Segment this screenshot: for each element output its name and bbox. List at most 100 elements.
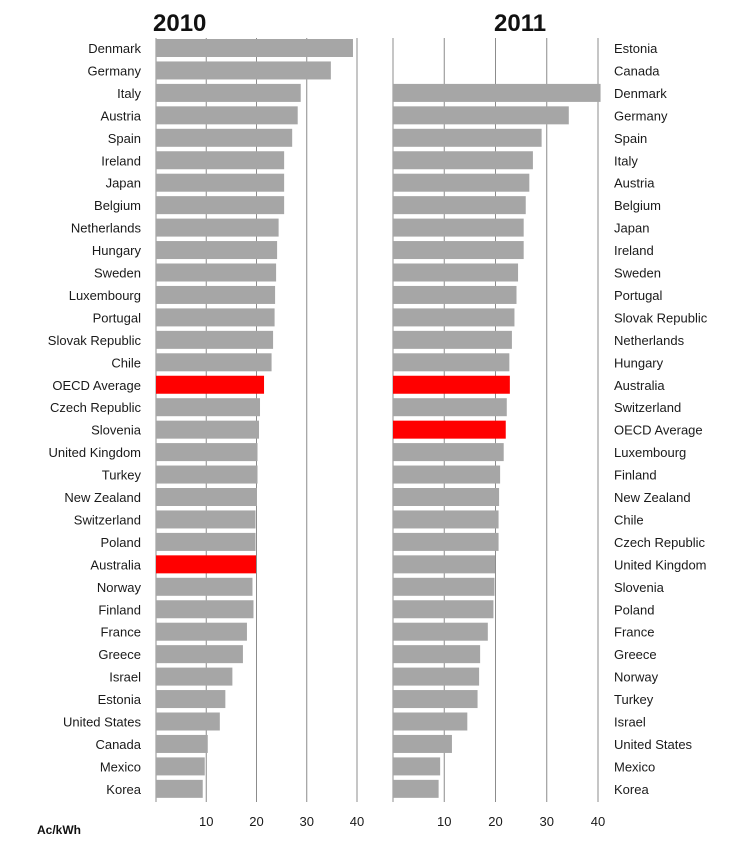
bar <box>156 353 272 372</box>
category-label: Slovak Republic <box>48 333 142 348</box>
bar <box>156 645 243 664</box>
category-label: Austria <box>614 176 655 191</box>
bar <box>393 667 480 686</box>
category-label: Czech Republic <box>614 535 706 550</box>
category-label: Ireland <box>614 243 654 258</box>
category-label: Switzerland <box>74 512 141 527</box>
bar <box>393 263 519 282</box>
x-tick-label: 40 <box>591 814 605 829</box>
x-tick-label: 20 <box>249 814 263 829</box>
bar <box>156 420 260 439</box>
x-tick-label: 30 <box>540 814 554 829</box>
bar <box>393 83 601 102</box>
category-label: Estonia <box>614 41 658 56</box>
bar <box>393 353 510 372</box>
bar <box>156 218 279 237</box>
bar <box>393 173 530 192</box>
category-label: Japan <box>614 221 649 236</box>
bar <box>156 151 285 170</box>
bar <box>393 241 524 260</box>
category-label: Finland <box>614 468 657 483</box>
category-label: Portugal <box>614 288 663 303</box>
category-label: Turkey <box>102 468 142 483</box>
x-tick-label: 20 <box>488 814 502 829</box>
category-label: Australia <box>614 378 665 393</box>
category-label: OECD Average <box>52 378 141 393</box>
bar <box>393 622 488 641</box>
bar <box>156 443 258 462</box>
category-label: Netherlands <box>614 333 685 348</box>
x-tick-label: 30 <box>300 814 314 829</box>
category-label: Mexico <box>100 759 141 774</box>
category-label: Turkey <box>614 692 654 707</box>
category-label: Czech Republic <box>50 400 142 415</box>
bar <box>393 488 500 506</box>
bar <box>156 532 256 551</box>
bar <box>156 375 265 394</box>
category-label: Australia <box>90 557 141 572</box>
bar <box>393 555 495 574</box>
category-label: Hungary <box>92 243 142 258</box>
category-label: Netherlands <box>71 221 142 236</box>
bar <box>393 196 526 215</box>
bar <box>156 690 226 709</box>
bar <box>156 465 258 484</box>
bar <box>393 375 510 394</box>
category-label: Luxembourg <box>69 288 141 303</box>
category-label: Germany <box>88 63 142 78</box>
bar <box>156 577 253 596</box>
bar <box>156 285 276 304</box>
category-label: United Kingdom <box>49 445 142 460</box>
category-label: Poland <box>101 535 141 550</box>
category-label: Korea <box>106 782 141 797</box>
category-label: Poland <box>614 602 654 617</box>
category-label: Denmark <box>614 86 667 101</box>
category-label: Italy <box>614 153 638 168</box>
bar <box>393 308 515 327</box>
category-label: Slovak Republic <box>614 310 708 325</box>
bar <box>156 39 353 57</box>
category-label: Portugal <box>93 310 142 325</box>
category-label: Germany <box>614 108 668 123</box>
category-label: Norway <box>614 670 659 685</box>
bar <box>156 83 301 102</box>
x-tick-label: 40 <box>350 814 364 829</box>
category-label: Chile <box>111 355 141 370</box>
bar <box>156 488 258 506</box>
bar <box>393 443 504 462</box>
category-label: Greece <box>614 647 657 662</box>
category-label: Israel <box>614 715 646 730</box>
unit-label: Ac/kWh <box>37 823 82 837</box>
category-label: France <box>614 625 654 640</box>
category-label: United States <box>614 737 693 752</box>
category-label: Switzerland <box>614 400 681 415</box>
bar <box>393 600 494 619</box>
category-label: Norway <box>97 580 142 595</box>
bar <box>156 734 208 753</box>
category-label: Belgium <box>614 198 661 213</box>
bar <box>393 128 542 147</box>
bar <box>156 308 275 327</box>
bar <box>156 555 256 574</box>
bar <box>393 218 524 237</box>
bar <box>156 779 203 798</box>
category-label: Canada <box>95 737 141 752</box>
panel-title-2010: 2010 <box>153 10 207 37</box>
category-label: Chile <box>614 512 644 527</box>
bar <box>156 61 331 80</box>
category-label: Spain <box>614 131 647 146</box>
category-label: OECD Average <box>614 423 703 438</box>
bar <box>393 734 452 753</box>
category-label: Austria <box>101 108 142 123</box>
category-label: Israel <box>109 670 141 685</box>
category-label: New Zealand <box>614 490 691 505</box>
category-label: Denmark <box>88 41 141 56</box>
bar <box>156 398 261 417</box>
bar <box>156 106 298 125</box>
bar <box>156 330 274 349</box>
category-label: Spain <box>108 131 141 146</box>
category-label: Finland <box>98 602 141 617</box>
category-label: Sweden <box>94 266 141 281</box>
